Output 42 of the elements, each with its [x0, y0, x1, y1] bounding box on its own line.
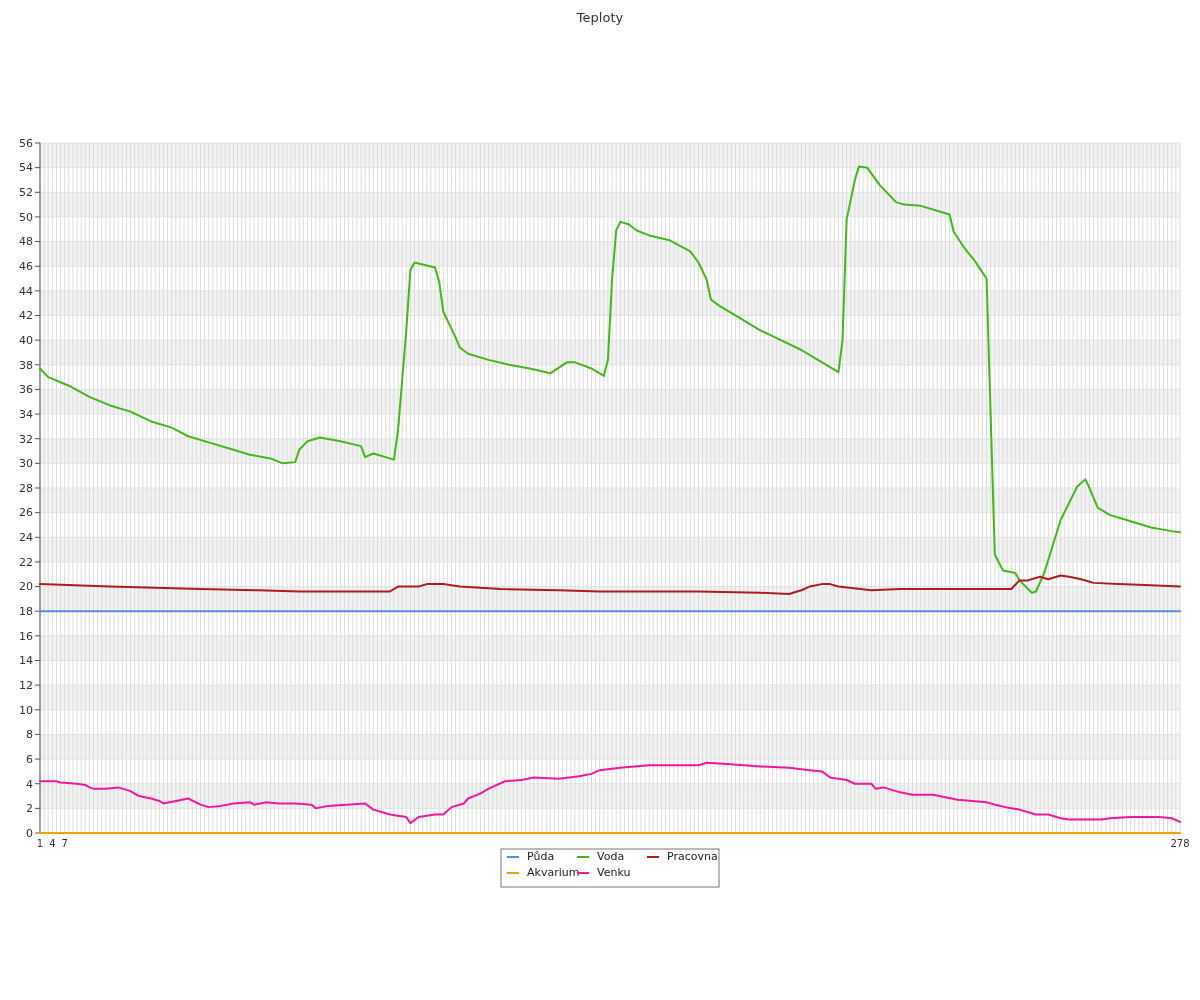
legend-label: Venku [597, 866, 631, 879]
legend-label: Pracovna [667, 850, 718, 863]
y-tick-label: 16 [19, 629, 33, 643]
y-tick-label: 8 [26, 728, 33, 742]
y-tick-label: 38 [19, 358, 33, 372]
y-tick-label: 52 [19, 186, 33, 200]
y-tick-label: 22 [19, 555, 33, 569]
x-tick-label: 4 [49, 838, 56, 849]
y-tick-label: 6 [26, 752, 33, 766]
legend-label: Akvarium [527, 866, 580, 879]
y-tick-label: 34 [19, 407, 33, 421]
y-tick-label: 44 [19, 284, 33, 298]
y-tick-label: 40 [19, 333, 33, 347]
line-series [39, 761, 1181, 825]
x-tick-label: 1 [36, 838, 44, 849]
y-tick-label: 10 [19, 703, 33, 717]
y-tick-label: 0 [26, 826, 33, 840]
legend-label: Půda [527, 850, 555, 863]
y-tick-label: 32 [19, 432, 33, 446]
y-tick-label: 48 [19, 235, 33, 249]
y-tick-label: 12 [19, 678, 33, 692]
y-tick-label: 56 [19, 136, 33, 150]
chart-title: Teploty [575, 10, 624, 25]
legend-label: Voda [597, 850, 625, 863]
y-tick-label: 2 [26, 802, 33, 816]
x-tick-label: 278 [1170, 838, 1190, 849]
y-tick-label: 24 [19, 531, 33, 545]
y-tick-label: 54 [19, 161, 33, 175]
y-tick-label: 36 [19, 383, 33, 397]
y-tick-label: 26 [19, 506, 33, 520]
line-series [39, 165, 1181, 594]
y-tick-label: 46 [19, 260, 33, 274]
line-series [39, 574, 1181, 595]
y-tick-label: 30 [19, 457, 33, 471]
y-tick-label: 50 [19, 210, 33, 224]
y-tick-label: 4 [26, 777, 33, 791]
y-tick-label: 18 [19, 605, 33, 619]
y-tick-label: 14 [19, 654, 33, 668]
y-tick-label: 28 [19, 481, 33, 495]
y-tick-label: 42 [19, 309, 33, 323]
x-tick-label: 7 [61, 838, 68, 849]
y-tick-label: 20 [19, 580, 33, 594]
